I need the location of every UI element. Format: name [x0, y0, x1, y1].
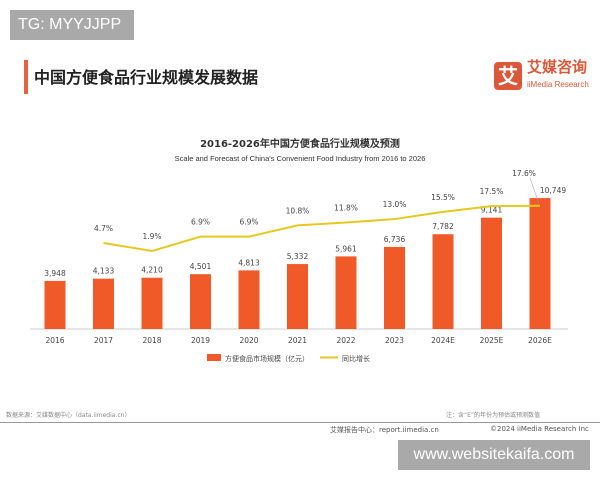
heading-accent — [24, 60, 28, 94]
bar-value-label: 4,501 — [190, 262, 212, 271]
x-tick-label: 2023 — [385, 336, 404, 345]
x-tick-label: 2021 — [288, 336, 307, 345]
chart-subtitle: Scale and Forecast of China's Convenient… — [174, 154, 426, 163]
bar-value-label: 10,749 — [540, 186, 566, 195]
growth-value-label: 15.5% — [431, 193, 455, 202]
growth-value-label: 6.9% — [239, 218, 258, 227]
bar-value-label: 7,782 — [432, 222, 454, 231]
legend-line-label: 同比增长 — [342, 354, 370, 363]
x-tick-label: 2022 — [336, 336, 355, 345]
chart-title: 2016-2026年中国方便食品行业规模及预测 — [200, 139, 400, 150]
x-tick-label: 2020 — [239, 336, 258, 345]
growth-line — [103, 204, 541, 253]
bar — [432, 234, 454, 329]
bar — [529, 198, 551, 329]
logo-name-cn: 艾媒咨询 — [527, 58, 588, 76]
bar — [141, 277, 163, 329]
bar — [238, 270, 260, 329]
bar-value-label: 5,961 — [335, 244, 357, 253]
bar — [481, 217, 502, 329]
bar-value-label: 4,133 — [93, 267, 115, 276]
growth-value-label: 17.6% — [512, 169, 536, 178]
growth-value-label: 11.8% — [334, 204, 358, 213]
bar — [384, 246, 405, 329]
legend-bar-swatch — [207, 354, 221, 361]
report-center: 艾媒报告中心：report.iimedia.cn — [330, 426, 439, 434]
page-title: 中国方便食品行业规模发展数据 — [34, 68, 259, 87]
bar — [190, 274, 211, 329]
source-note: 数据来源：艾媒数据中心（data.iimedia.cn） — [6, 412, 131, 419]
footer-divider — [0, 422, 600, 423]
bar-value-label: 5,332 — [287, 252, 309, 261]
x-tick-label: 2017 — [94, 336, 113, 345]
x-tick-label: 2019 — [191, 336, 210, 345]
growth-value-label: 1.9% — [142, 232, 161, 241]
bar-value-label: 4,813 — [238, 258, 260, 267]
bar-value-label: 4,210 — [141, 266, 163, 275]
x-tick-label: 2024E — [431, 336, 455, 345]
estimate-note: 注：含“E”的年份为预估或预测数值 — [446, 412, 541, 419]
x-tick-label: 2018 — [142, 336, 161, 345]
logo-mark: 艾 — [494, 62, 522, 90]
bar — [287, 264, 308, 329]
growth-value-label: 13.0% — [383, 200, 407, 209]
growth-value-label: 17.5% — [480, 187, 504, 196]
growth-value-label: 4.7% — [94, 224, 113, 233]
legend-bar-label: 方便食品市场规模（亿元） — [225, 354, 309, 363]
growth-value-label: 10.8% — [286, 206, 310, 215]
bar-value-label: 9,141 — [481, 206, 503, 215]
x-tick-label: 2016 — [45, 336, 64, 345]
bar-value-label: 6,736 — [384, 235, 406, 244]
bar — [44, 280, 66, 329]
watermark-top: TG: MYYJJPP — [10, 10, 134, 40]
watermark-bottom: www.websitekaifa.com — [398, 440, 590, 470]
bar — [93, 278, 114, 329]
x-tick-label: 2025E — [480, 336, 504, 345]
x-tick-label: 2026E — [528, 336, 552, 345]
label-leader — [529, 177, 540, 204]
bar-value-label: 3,948 — [44, 269, 66, 278]
growth-value-label: 6.9% — [191, 218, 210, 227]
logo-name-en: iiMedia Research — [527, 80, 589, 89]
bar — [335, 256, 357, 329]
copyright: ©2024 iiMedia Research Inc — [490, 425, 589, 433]
